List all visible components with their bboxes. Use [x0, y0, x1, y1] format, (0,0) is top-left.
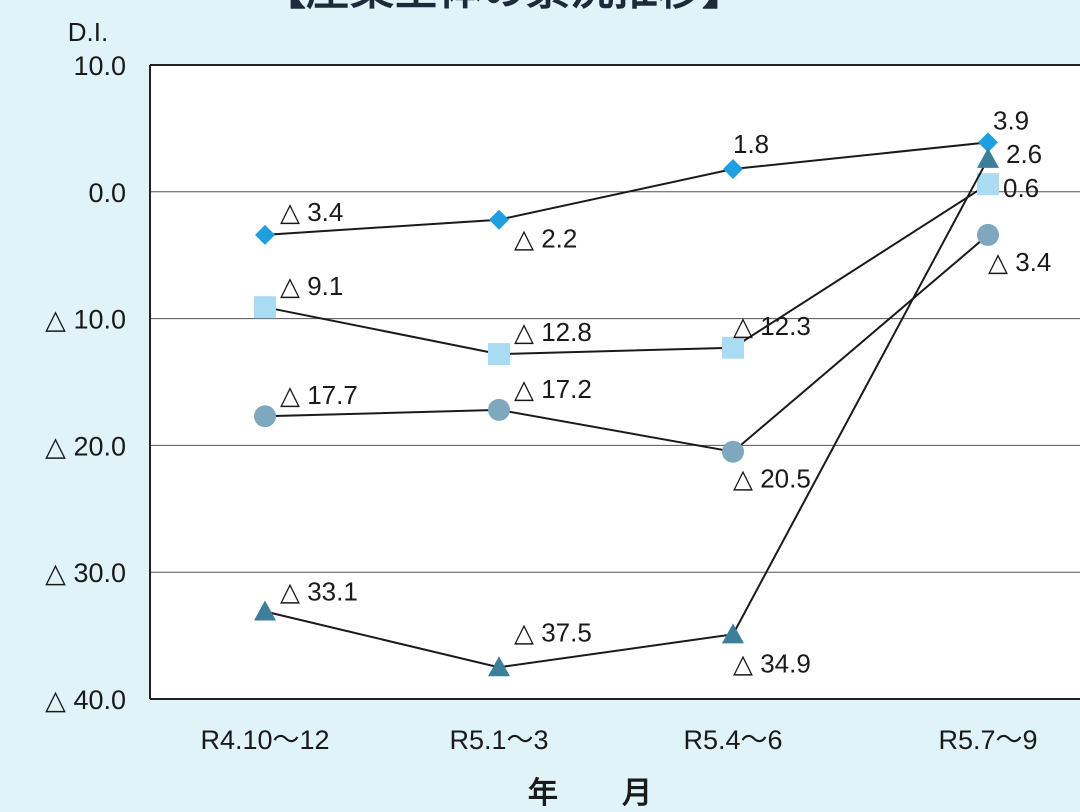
triangle-point — [488, 656, 510, 677]
y-axis-title: D.I. — [68, 17, 108, 47]
square-point — [488, 343, 510, 366]
series-line — [264, 183, 989, 356]
data-label: △ 12.8 — [514, 317, 592, 347]
square-point — [722, 336, 744, 359]
x-tick-label: R4.10～12 — [200, 725, 329, 755]
circle-point — [722, 440, 744, 463]
diamond-point — [255, 224, 275, 245]
data-label: 1.8 — [733, 129, 769, 159]
data-label: 3.9 — [993, 105, 1029, 135]
y-tick-label: △ 40.0 — [45, 685, 126, 715]
x-tick-labels: R4.10～12 R5.1～3 R5.4～6 R5.7～9 — [200, 725, 1037, 755]
x-tick-label: R5.7～9 — [938, 725, 1037, 755]
y-tick-label: △ 30.0 — [45, 558, 126, 588]
data-label: △ 17.2 — [514, 374, 592, 404]
data-label: △ 3.4 — [280, 197, 343, 227]
data-label: △ 2.2 — [514, 224, 577, 254]
triangle-point — [722, 623, 744, 644]
y-tick-label: 0.0 — [88, 178, 126, 208]
x-axis-title: 年 月 — [528, 777, 680, 810]
circle-point — [254, 405, 276, 428]
data-label: △ 17.7 — [280, 380, 358, 410]
data-label: 2.6 — [1006, 139, 1042, 169]
data-label: △ 3.4 — [988, 247, 1051, 277]
series-line — [264, 234, 989, 453]
data-label: △ 20.5 — [733, 464, 811, 494]
x-tick-label: R5.1～3 — [449, 725, 548, 755]
triangle-point — [254, 600, 276, 621]
circle-point — [488, 398, 510, 421]
chart-title: 【産業全体の景況推移】 — [262, 0, 746, 14]
data-label: △ 34.9 — [733, 648, 811, 678]
triangle-point — [977, 147, 999, 168]
plot-area — [150, 65, 1080, 699]
data-labels: △ 3.4 △ 2.2 1.8 3.9 △ 9.1 △ 12.8 △ 12.3 0.6 △ 17… — [280, 105, 1051, 678]
square-point — [977, 173, 999, 196]
diamond-point — [723, 158, 743, 179]
series-group — [254, 132, 999, 677]
circle-point — [977, 223, 999, 246]
data-label: △ 12.3 — [733, 311, 811, 341]
diamond-point — [978, 132, 998, 153]
data-label: △ 9.1 — [280, 271, 343, 301]
diamond-point — [489, 209, 509, 230]
grid-lines — [150, 191, 1080, 573]
data-label: △ 33.1 — [280, 577, 358, 607]
axes — [149, 64, 1080, 700]
square-point — [254, 296, 276, 319]
series-line — [264, 141, 989, 236]
data-label: 0.6 — [1003, 173, 1039, 203]
y-tick-label: △ 10.0 — [45, 305, 126, 335]
y-tick-label: 10.0 — [73, 51, 126, 81]
y-tick-label: △ 20.0 — [45, 431, 126, 461]
series-line — [264, 158, 989, 669]
x-tick-label: R5.4～6 — [683, 725, 782, 755]
y-tick-labels: 10.0 0.0 △ 10.0 △ 20.0 △ 30.0 △ 40.0 — [45, 51, 126, 715]
data-label: △ 37.5 — [514, 617, 592, 647]
